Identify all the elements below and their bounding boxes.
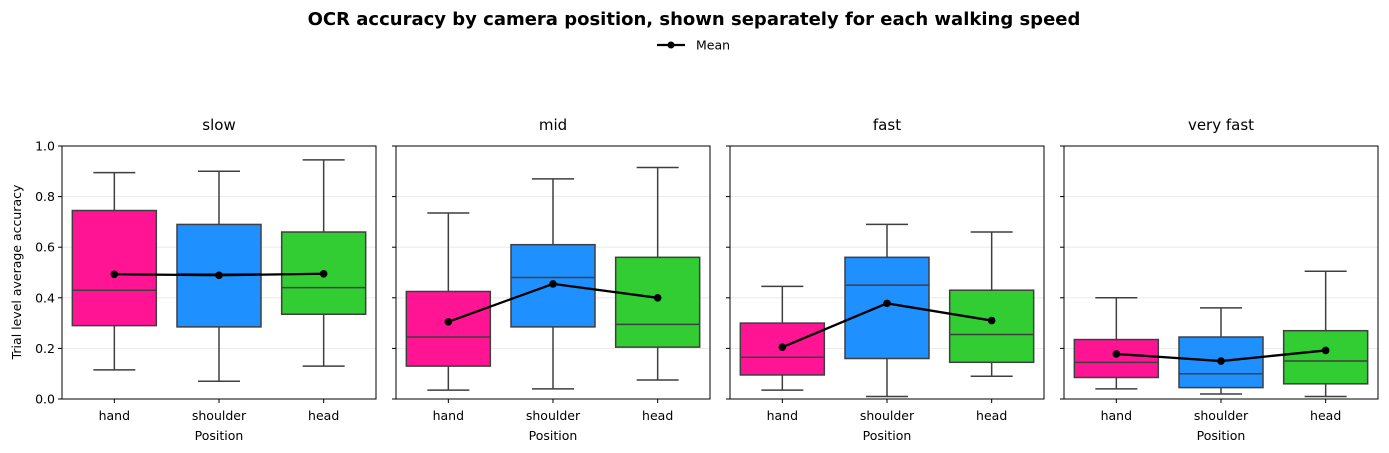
panel-title: fast [873, 116, 901, 134]
x-tick-label: head [642, 408, 673, 423]
mean-marker [778, 343, 787, 351]
mean-marker [883, 299, 891, 308]
panel-3: very fast hand shoulder head Position [1060, 116, 1379, 443]
panel-1: mid hand shoulder head Position [392, 116, 711, 443]
y-tick-label: 0.6 [35, 240, 55, 255]
x-axis-label: Position [1197, 428, 1246, 443]
mean-marker [653, 294, 662, 302]
x-tick-label: shoulder [860, 408, 915, 423]
chart-title: OCR accuracy by camera position, shown s… [308, 9, 1081, 30]
mean-marker [215, 271, 223, 280]
x-tick-label: hand [99, 408, 130, 423]
panels: slow 0.0 0.2 0.4 0.6 0.8 1.0 hand shoulder head Po… [35, 116, 1379, 443]
mean-marker [1321, 346, 1330, 355]
legend: Mean [657, 38, 730, 53]
x-axis-label: Position [529, 428, 578, 443]
y-tick-label: 0.4 [35, 290, 55, 305]
panel-title: mid [539, 116, 567, 134]
x-tick-label: hand [767, 408, 798, 423]
box-head [1282, 329, 1369, 385]
y-axis-label: Trial level average accuracy [9, 184, 24, 360]
x-tick-label: hand [1101, 408, 1132, 423]
legend-mean-label: Mean [696, 38, 730, 53]
box-hand [405, 290, 492, 367]
x-axis-label: Position [195, 428, 244, 443]
mean-marker [1112, 350, 1121, 358]
y-tick-label: 0.0 [35, 392, 55, 407]
box-hand [71, 209, 158, 327]
y-tick-label: 0.2 [35, 341, 55, 356]
panel-title: very fast [1188, 116, 1254, 134]
panel-0: slow 0.0 0.2 0.4 0.6 0.8 1.0 hand shoulder head Po… [35, 116, 377, 443]
mean-marker [110, 270, 119, 279]
box-hand [1073, 338, 1160, 379]
mean-marker [1217, 357, 1225, 365]
x-tick-label: shoulder [1194, 408, 1249, 423]
x-tick-label: hand [433, 408, 464, 423]
mean-marker [987, 316, 996, 325]
y-tick-label: 1.0 [35, 139, 55, 154]
x-tick-label: shoulder [526, 408, 581, 423]
x-tick-label: head [308, 408, 339, 423]
box-head [948, 289, 1035, 364]
mean-marker [319, 269, 328, 278]
x-tick-label: shoulder [192, 408, 247, 423]
y-tick-label: 0.8 [35, 189, 55, 204]
mean-marker [444, 318, 453, 326]
x-axis-label: Position [863, 428, 912, 443]
panel-2: fast hand shoulder head Position [726, 116, 1045, 443]
mean-marker [549, 280, 557, 288]
box-head [614, 256, 701, 348]
legend-mean-marker [667, 41, 675, 49]
x-tick-label: head [1310, 408, 1341, 423]
x-tick-label: head [976, 408, 1007, 423]
panel-title: slow [202, 116, 235, 134]
